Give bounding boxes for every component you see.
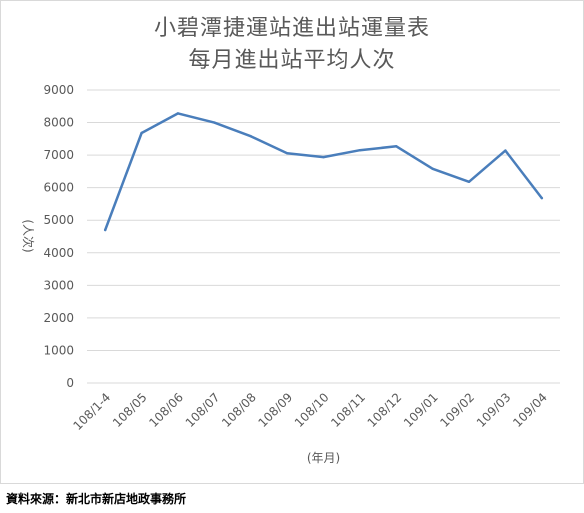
data-point [358, 149, 362, 152]
x-tick-label: 109/03 [474, 390, 514, 430]
y-tick-label: 7000 [43, 148, 74, 162]
x-tick-label: 108/11 [328, 390, 368, 430]
y-tick-label: 2000 [43, 311, 74, 325]
data-point [467, 180, 471, 184]
y-tick-label: 6000 [43, 181, 74, 195]
data-point [213, 121, 216, 124]
gridlines [87, 89, 560, 384]
y-tick-label: 3000 [43, 278, 74, 292]
x-tick-label: 108/07 [183, 390, 223, 430]
x-tick-label: 109/02 [437, 390, 477, 430]
x-tick-label: 109/04 [510, 390, 550, 430]
y-tick-label: 0 [66, 376, 74, 390]
x-tick-label: 108/06 [146, 390, 186, 430]
y-tick-label: 8000 [43, 116, 74, 130]
data-point [103, 228, 107, 232]
x-tick-label: 108/09 [255, 390, 295, 430]
data-point [322, 155, 325, 159]
x-tick-label: 108/12 [365, 390, 405, 430]
y-tick-labels: 0 1000 2000 3000 4000 5000 6000 7000 8000 9000 [43, 83, 74, 390]
y-tick-label: 4000 [43, 246, 74, 260]
series-line [103, 112, 544, 232]
data-point [431, 167, 434, 170]
y-tick-label: 9000 [43, 83, 74, 97]
chart-frame [0, 0, 584, 484]
data-point [176, 112, 180, 115]
x-tick-labels: 108/1-4108/05108/06108/07108/08108/09108… [71, 390, 550, 433]
chart-title: 小碧潭捷運站進出站運量表 [153, 16, 430, 41]
x-tick-label: 108/10 [292, 390, 332, 430]
line-chart: 0 1000 2000 3000 4000 5000 6000 7000 8000 9000 10… [21, 83, 560, 465]
series-polyline [103, 112, 544, 232]
x-tick-label: 108/08 [219, 390, 259, 430]
y-tick-label: 5000 [43, 213, 74, 227]
y-tick-label: 1000 [43, 343, 74, 357]
x-axis-label: (年月) [307, 451, 340, 465]
x-tick-label: 108/1-4 [71, 390, 114, 433]
source-note: 資料來源：新北市新店地政事務所 [6, 492, 187, 506]
data-point [540, 196, 544, 200]
data-point [285, 151, 289, 155]
data-point [140, 131, 143, 135]
x-tick-label: 108/05 [110, 390, 150, 430]
x-tick-label: 109/01 [401, 390, 441, 430]
y-axis-label: (人次) [21, 219, 35, 252]
data-point [249, 135, 252, 138]
data-point [504, 149, 507, 152]
chart-subtitle: 每月進出站平均人次 [188, 48, 396, 73]
data-point [395, 145, 398, 148]
